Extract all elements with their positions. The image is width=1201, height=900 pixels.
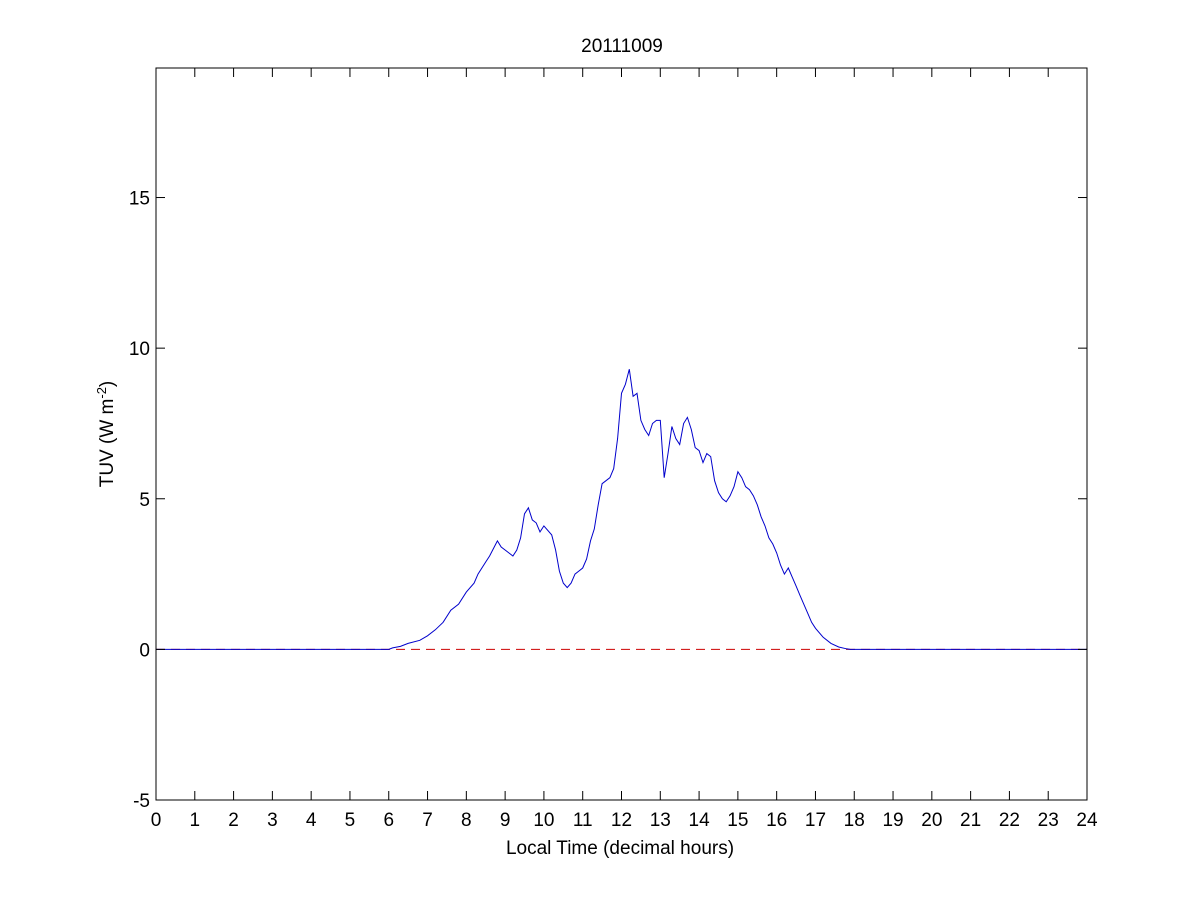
x-tick-label: 13	[650, 810, 671, 831]
x-tick-label: 0	[151, 810, 162, 831]
y-axis-title-superscript: -2	[94, 387, 109, 399]
x-tick-label: 24	[1076, 810, 1098, 831]
y-tick-label: 5	[139, 490, 150, 511]
x-tick-label: 22	[999, 810, 1020, 831]
y-tick-label: 10	[129, 339, 150, 360]
chart-title: 20111009	[581, 36, 663, 57]
x-tick-label: 16	[766, 810, 787, 831]
x-tick-label: 9	[500, 810, 511, 831]
x-tick-label: 20	[921, 810, 942, 831]
x-tick-label: 23	[1038, 810, 1059, 831]
x-tick-label: 6	[383, 810, 394, 831]
x-tick-label: 18	[844, 810, 865, 831]
y-axis-title: TUV (W m-2)	[94, 381, 119, 488]
x-tick-label: 11	[573, 810, 593, 831]
x-tick-label: 15	[727, 810, 748, 831]
y-tick-label: 15	[129, 189, 150, 210]
plot-area	[156, 369, 1087, 650]
y-axis-title-base: TUV (W m	[97, 399, 118, 488]
x-tick-label: 19	[882, 810, 903, 831]
x-tick-label: 8	[461, 810, 472, 831]
x-tick-label: 4	[306, 810, 317, 831]
x-tick-label: 17	[805, 810, 826, 831]
x-tick-label: 12	[611, 810, 632, 831]
x-tick-label: 2	[228, 810, 239, 831]
x-tick-label: 5	[345, 810, 356, 831]
y-tick-label: 0	[139, 640, 150, 661]
x-tick-label: 7	[422, 810, 433, 831]
y-axis-title-suffix: )	[97, 381, 118, 387]
x-tick-label: 1	[190, 810, 201, 831]
x-tick-label: 14	[689, 810, 711, 831]
x-axis: 0 1 2 3 4 5 6 7 8 9 10 11 12 13 14 15 16 17 18 19 20 21 22 23 24	[151, 68, 1098, 831]
x-tick-label: 10	[533, 810, 554, 831]
x-tick-label: 3	[267, 810, 278, 831]
x-axis-title: Local Time (decimal hours)	[506, 838, 734, 859]
axes-box	[155, 67, 1088, 801]
x-tick-label: 21	[960, 810, 981, 831]
y-axis: -5 0 5 10 15	[129, 189, 1087, 812]
tuv-series-line	[156, 369, 1087, 650]
y-tick-label: -5	[133, 791, 150, 812]
